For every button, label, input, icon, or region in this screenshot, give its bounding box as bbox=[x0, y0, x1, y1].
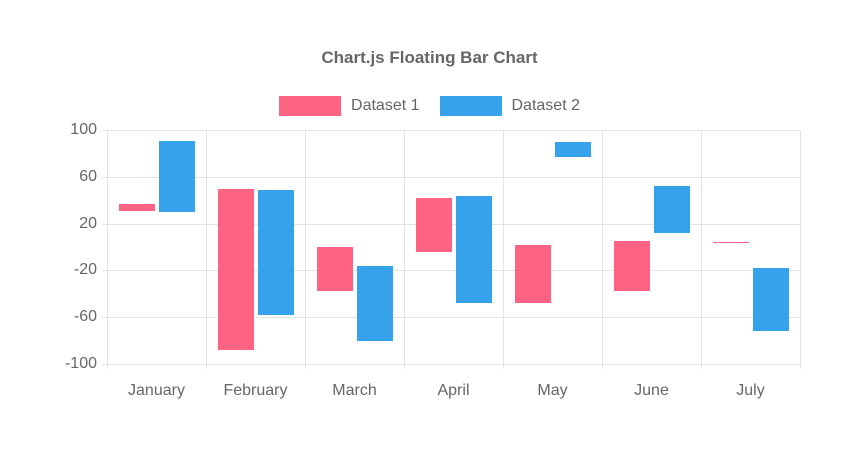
x-tick-label: July bbox=[736, 382, 765, 399]
legend-label: Dataset 1 bbox=[351, 97, 420, 114]
gridline-vertical bbox=[602, 130, 603, 369]
gridline-vertical bbox=[404, 130, 405, 369]
gridline-vertical bbox=[305, 130, 306, 369]
bar-dataset-1-february[interactable] bbox=[217, 188, 254, 350]
y-tick-label: 20 bbox=[79, 214, 97, 232]
gridline-horizontal bbox=[102, 176, 800, 178]
bar-dataset-2-january[interactable] bbox=[158, 140, 195, 212]
legend: Dataset 1 Dataset 2 bbox=[0, 96, 859, 116]
gridline-horizontal bbox=[102, 317, 800, 319]
plot-area bbox=[102, 130, 801, 369]
x-tick-label: May bbox=[537, 382, 568, 399]
y-tick-label: -100 bbox=[64, 355, 97, 372]
chart-title: Chart.js Floating Bar Chart bbox=[321, 48, 538, 67]
gridline-vertical bbox=[503, 130, 504, 369]
y-tick-label: 100 bbox=[70, 121, 97, 138]
legend-item-dataset-2[interactable]: Dataset 2 bbox=[439, 96, 580, 116]
y-tick-label: 60 bbox=[79, 167, 97, 185]
x-tick-label: January bbox=[128, 382, 185, 399]
bar-dataset-2-march[interactable] bbox=[356, 265, 393, 341]
bar-dataset-1-july[interactable] bbox=[712, 242, 749, 244]
bar-dataset-1-march[interactable] bbox=[316, 247, 353, 292]
gridline-vertical bbox=[800, 130, 801, 369]
bar-dataset-1-may[interactable] bbox=[514, 244, 551, 304]
legend-item-dataset-1[interactable]: Dataset 1 bbox=[279, 96, 420, 116]
y-tick-label: -20 bbox=[73, 261, 97, 279]
bar-dataset-2-may[interactable] bbox=[554, 141, 591, 157]
bar-dataset-2-june[interactable] bbox=[653, 186, 690, 233]
bar-dataset-1-january[interactable] bbox=[118, 203, 155, 211]
x-tick-label: April bbox=[437, 382, 470, 399]
gridline-horizontal bbox=[102, 364, 800, 365]
gridline-vertical bbox=[107, 130, 108, 369]
bar-dataset-1-june[interactable] bbox=[613, 241, 650, 292]
bar-dataset-2-february[interactable] bbox=[257, 189, 294, 315]
legend-label: Dataset 2 bbox=[511, 97, 580, 114]
bar-dataset-2-july[interactable] bbox=[752, 268, 789, 332]
bar-dataset-2-april[interactable] bbox=[455, 195, 492, 304]
gridline-vertical bbox=[701, 130, 702, 369]
legend-swatch-icon bbox=[439, 96, 502, 116]
gridline-horizontal bbox=[102, 270, 800, 272]
x-tick-label: February bbox=[223, 382, 288, 399]
x-tick-label: June bbox=[634, 382, 669, 399]
bar-dataset-1-april[interactable] bbox=[415, 197, 452, 252]
gridline-vertical bbox=[206, 130, 207, 369]
y-tick-label: -60 bbox=[73, 308, 97, 326]
gridline-horizontal bbox=[102, 130, 800, 131]
legend-swatch-icon bbox=[279, 96, 342, 116]
x-tick-label: March bbox=[332, 382, 377, 399]
